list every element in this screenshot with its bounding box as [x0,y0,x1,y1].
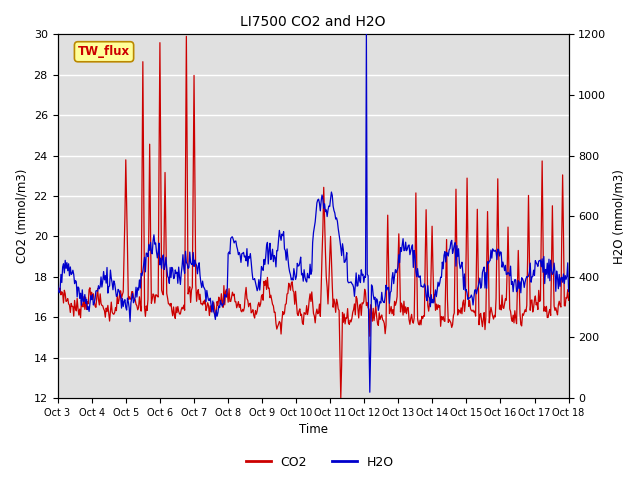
Y-axis label: H2O (mmol/m3): H2O (mmol/m3) [612,168,625,264]
X-axis label: Time: Time [299,423,328,436]
Title: LI7500 CO2 and H2O: LI7500 CO2 and H2O [240,15,386,29]
Legend: CO2, H2O: CO2, H2O [241,451,399,474]
Y-axis label: CO2 (mmol/m3): CO2 (mmol/m3) [15,169,28,264]
Text: TW_flux: TW_flux [78,45,130,58]
